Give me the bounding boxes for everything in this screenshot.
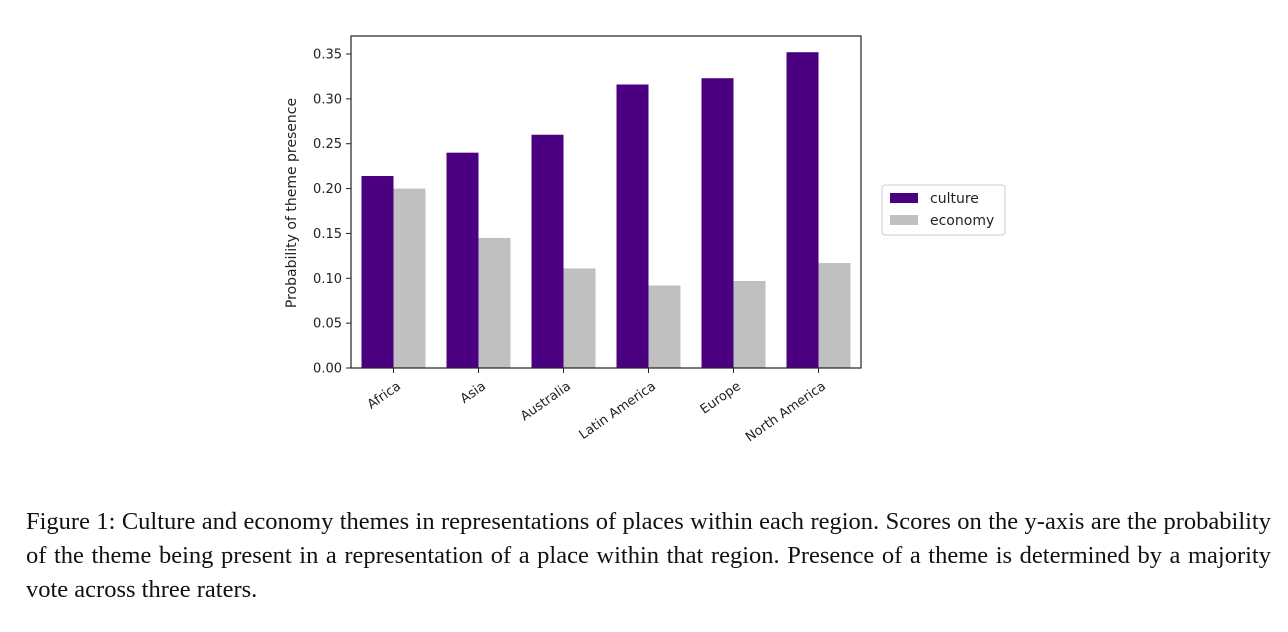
- bar-economy-north-america: [818, 263, 851, 368]
- bar-economy-latin-america: [648, 285, 681, 368]
- y-tick-label: 0.30: [313, 92, 342, 107]
- x-tick-label: Asia: [458, 379, 489, 407]
- x-axis: Africa Asia Australia Latin America Europe No…: [365, 368, 829, 445]
- y-tick-label: 0.25: [313, 137, 342, 152]
- x-tick-label: Australia: [518, 379, 574, 424]
- y-axis: 0.00 0.05 0.10 0.15 0.20 0.25 0.30 0.35: [313, 48, 351, 377]
- x-tick-label: Africa: [365, 379, 404, 413]
- bar-economy-europe: [733, 280, 766, 368]
- legend-swatch-culture: [890, 193, 918, 203]
- x-tick-label: Europe: [698, 379, 744, 418]
- x-tick-label: Latin America: [577, 379, 659, 443]
- y-tick-label: 0.00: [313, 362, 342, 377]
- bar-economy-africa: [393, 188, 426, 368]
- x-tick-label: North America: [743, 379, 829, 445]
- plot-frame: [350, 35, 862, 369]
- bar-culture-latin-america: [616, 84, 649, 368]
- y-tick-label: 0.20: [313, 182, 342, 197]
- y-tick-label: 0.10: [313, 272, 342, 287]
- legend-label-culture: culture: [930, 191, 979, 207]
- y-tick-label: 0.05: [313, 317, 342, 332]
- bar-economy-asia: [478, 237, 511, 368]
- bar-culture-australia: [531, 134, 564, 368]
- y-axis-label: Probability of theme presence: [284, 98, 300, 308]
- bar-culture-north-america: [786, 52, 819, 368]
- bar-economy-australia: [563, 268, 596, 368]
- y-tick-label: 0.15: [313, 227, 342, 242]
- legend-label-economy: economy: [930, 213, 994, 229]
- legend-swatch-economy: [890, 215, 918, 225]
- bar-culture-africa: [361, 176, 394, 368]
- bar-chart: 0.000.050.100.150.200.250.300.35 Africa A…: [284, 35, 1006, 445]
- bar-culture-asia: [446, 152, 479, 368]
- legend: culture economy: [881, 184, 1006, 236]
- bar-culture-europe: [701, 78, 734, 369]
- figure-caption: Figure 1: Culture and economy themes in …: [26, 508, 1271, 603]
- y-tick-label: 0.35: [313, 48, 342, 63]
- bars-group: [361, 52, 851, 369]
